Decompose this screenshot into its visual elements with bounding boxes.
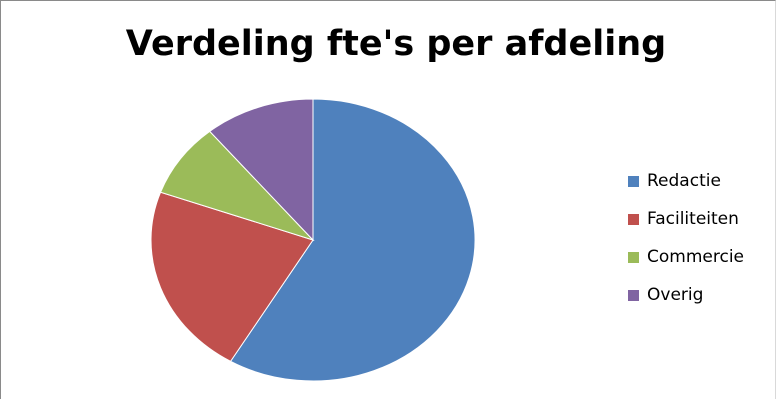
legend-label: Redactie <box>647 171 721 191</box>
pie-slice-redactie <box>229 98 476 382</box>
pie-slice-overig <box>208 98 314 242</box>
legend-swatch <box>628 251 639 263</box>
legend-label: Overig <box>647 285 704 305</box>
legend-label: Faciliteiten <box>647 209 739 229</box>
legend-item-commercie: Commercie <box>628 245 744 269</box>
chart-title: Verdeling fte's per afdeling <box>125 24 667 64</box>
legend-swatch <box>628 175 639 187</box>
legend-item-redactie: Redactie <box>628 169 744 193</box>
legend-swatch <box>628 213 639 225</box>
legend-swatch <box>628 289 639 301</box>
legend-item-overig: Overig <box>628 283 744 307</box>
pie-slice-faciliteiten <box>150 191 314 363</box>
legend-label: Commercie <box>647 247 744 267</box>
legend-item-faciliteiten: Faciliteiten <box>628 207 744 231</box>
pie-slice-commercie <box>159 130 315 242</box>
legend: Redactie Faciliteiten Commercie Overig <box>628 169 744 321</box>
